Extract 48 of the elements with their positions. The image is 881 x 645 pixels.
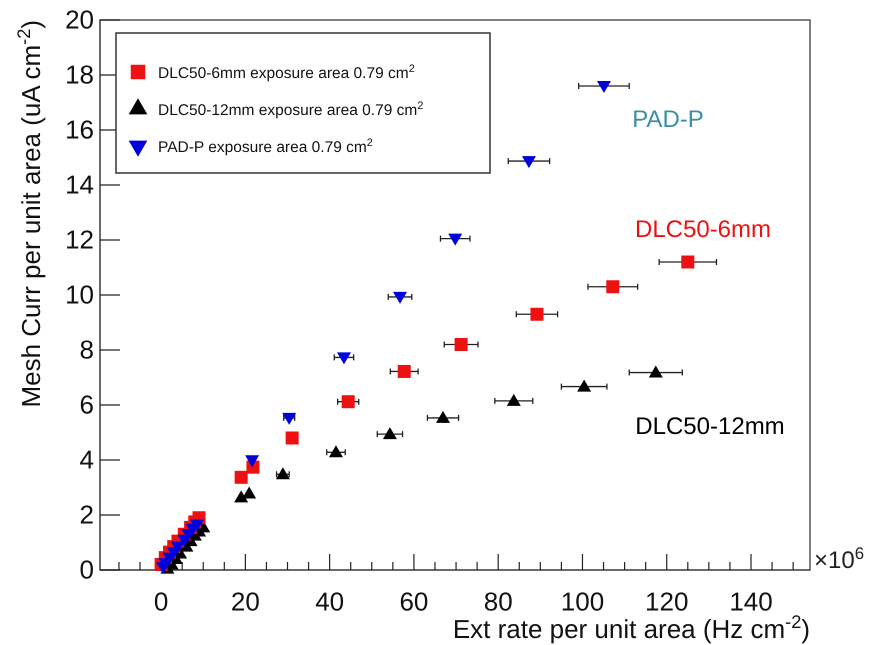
x-tick-label: 20 <box>230 586 260 616</box>
x-tick-label: 40 <box>315 586 344 616</box>
y-tick-label: 20 <box>65 4 94 34</box>
point <box>436 410 450 423</box>
y-tick-label: 16 <box>65 114 94 144</box>
y-tick-label: 8 <box>80 334 94 364</box>
y-tick-label: 2 <box>80 499 94 530</box>
point <box>448 234 462 246</box>
text: ×10$^{6}$ <box>814 544 864 574</box>
point <box>681 256 694 268</box>
point <box>530 308 544 321</box>
y-tick-label: 12 <box>65 224 94 254</box>
y-tick-label: 18 <box>65 59 94 90</box>
point <box>336 352 351 364</box>
point <box>506 394 521 406</box>
legend-label: DLC50-6mm exposure area 0.79 cm$^{2}$ <box>158 63 415 82</box>
annotation: DLC50-12mm <box>635 413 785 440</box>
point <box>234 490 248 502</box>
annotation: PAD-P <box>632 106 704 133</box>
point <box>245 455 260 468</box>
point <box>606 280 620 294</box>
point <box>170 542 185 554</box>
point <box>286 432 299 444</box>
point <box>282 412 296 425</box>
legend-label: DLC50-12mm exposure area 0.79 cm$^{2}$ <box>158 100 424 119</box>
point <box>342 395 355 408</box>
point <box>276 467 290 480</box>
point <box>234 470 248 484</box>
x-tick-label: 0 <box>154 586 168 616</box>
point <box>328 445 343 458</box>
point <box>382 427 397 440</box>
point <box>190 520 204 532</box>
y-tick-label: 6 <box>80 389 94 420</box>
point <box>596 81 611 93</box>
point <box>648 366 663 378</box>
y-tick-label: 10 <box>65 279 94 310</box>
y-tick-label: 4 <box>80 444 94 474</box>
point <box>522 156 536 168</box>
point <box>393 292 408 304</box>
annotation: DLC50-6mm <box>634 216 772 243</box>
point <box>242 486 256 499</box>
point <box>577 380 592 392</box>
point <box>398 364 411 378</box>
y-tick-label: 0 <box>80 554 94 584</box>
x-tick-label: 60 <box>399 586 428 616</box>
point <box>454 338 468 351</box>
legend-label: PAD-P exposure area 0.79 cm$^{2}$ <box>158 137 373 156</box>
y-tick-label: 14 <box>65 169 94 200</box>
